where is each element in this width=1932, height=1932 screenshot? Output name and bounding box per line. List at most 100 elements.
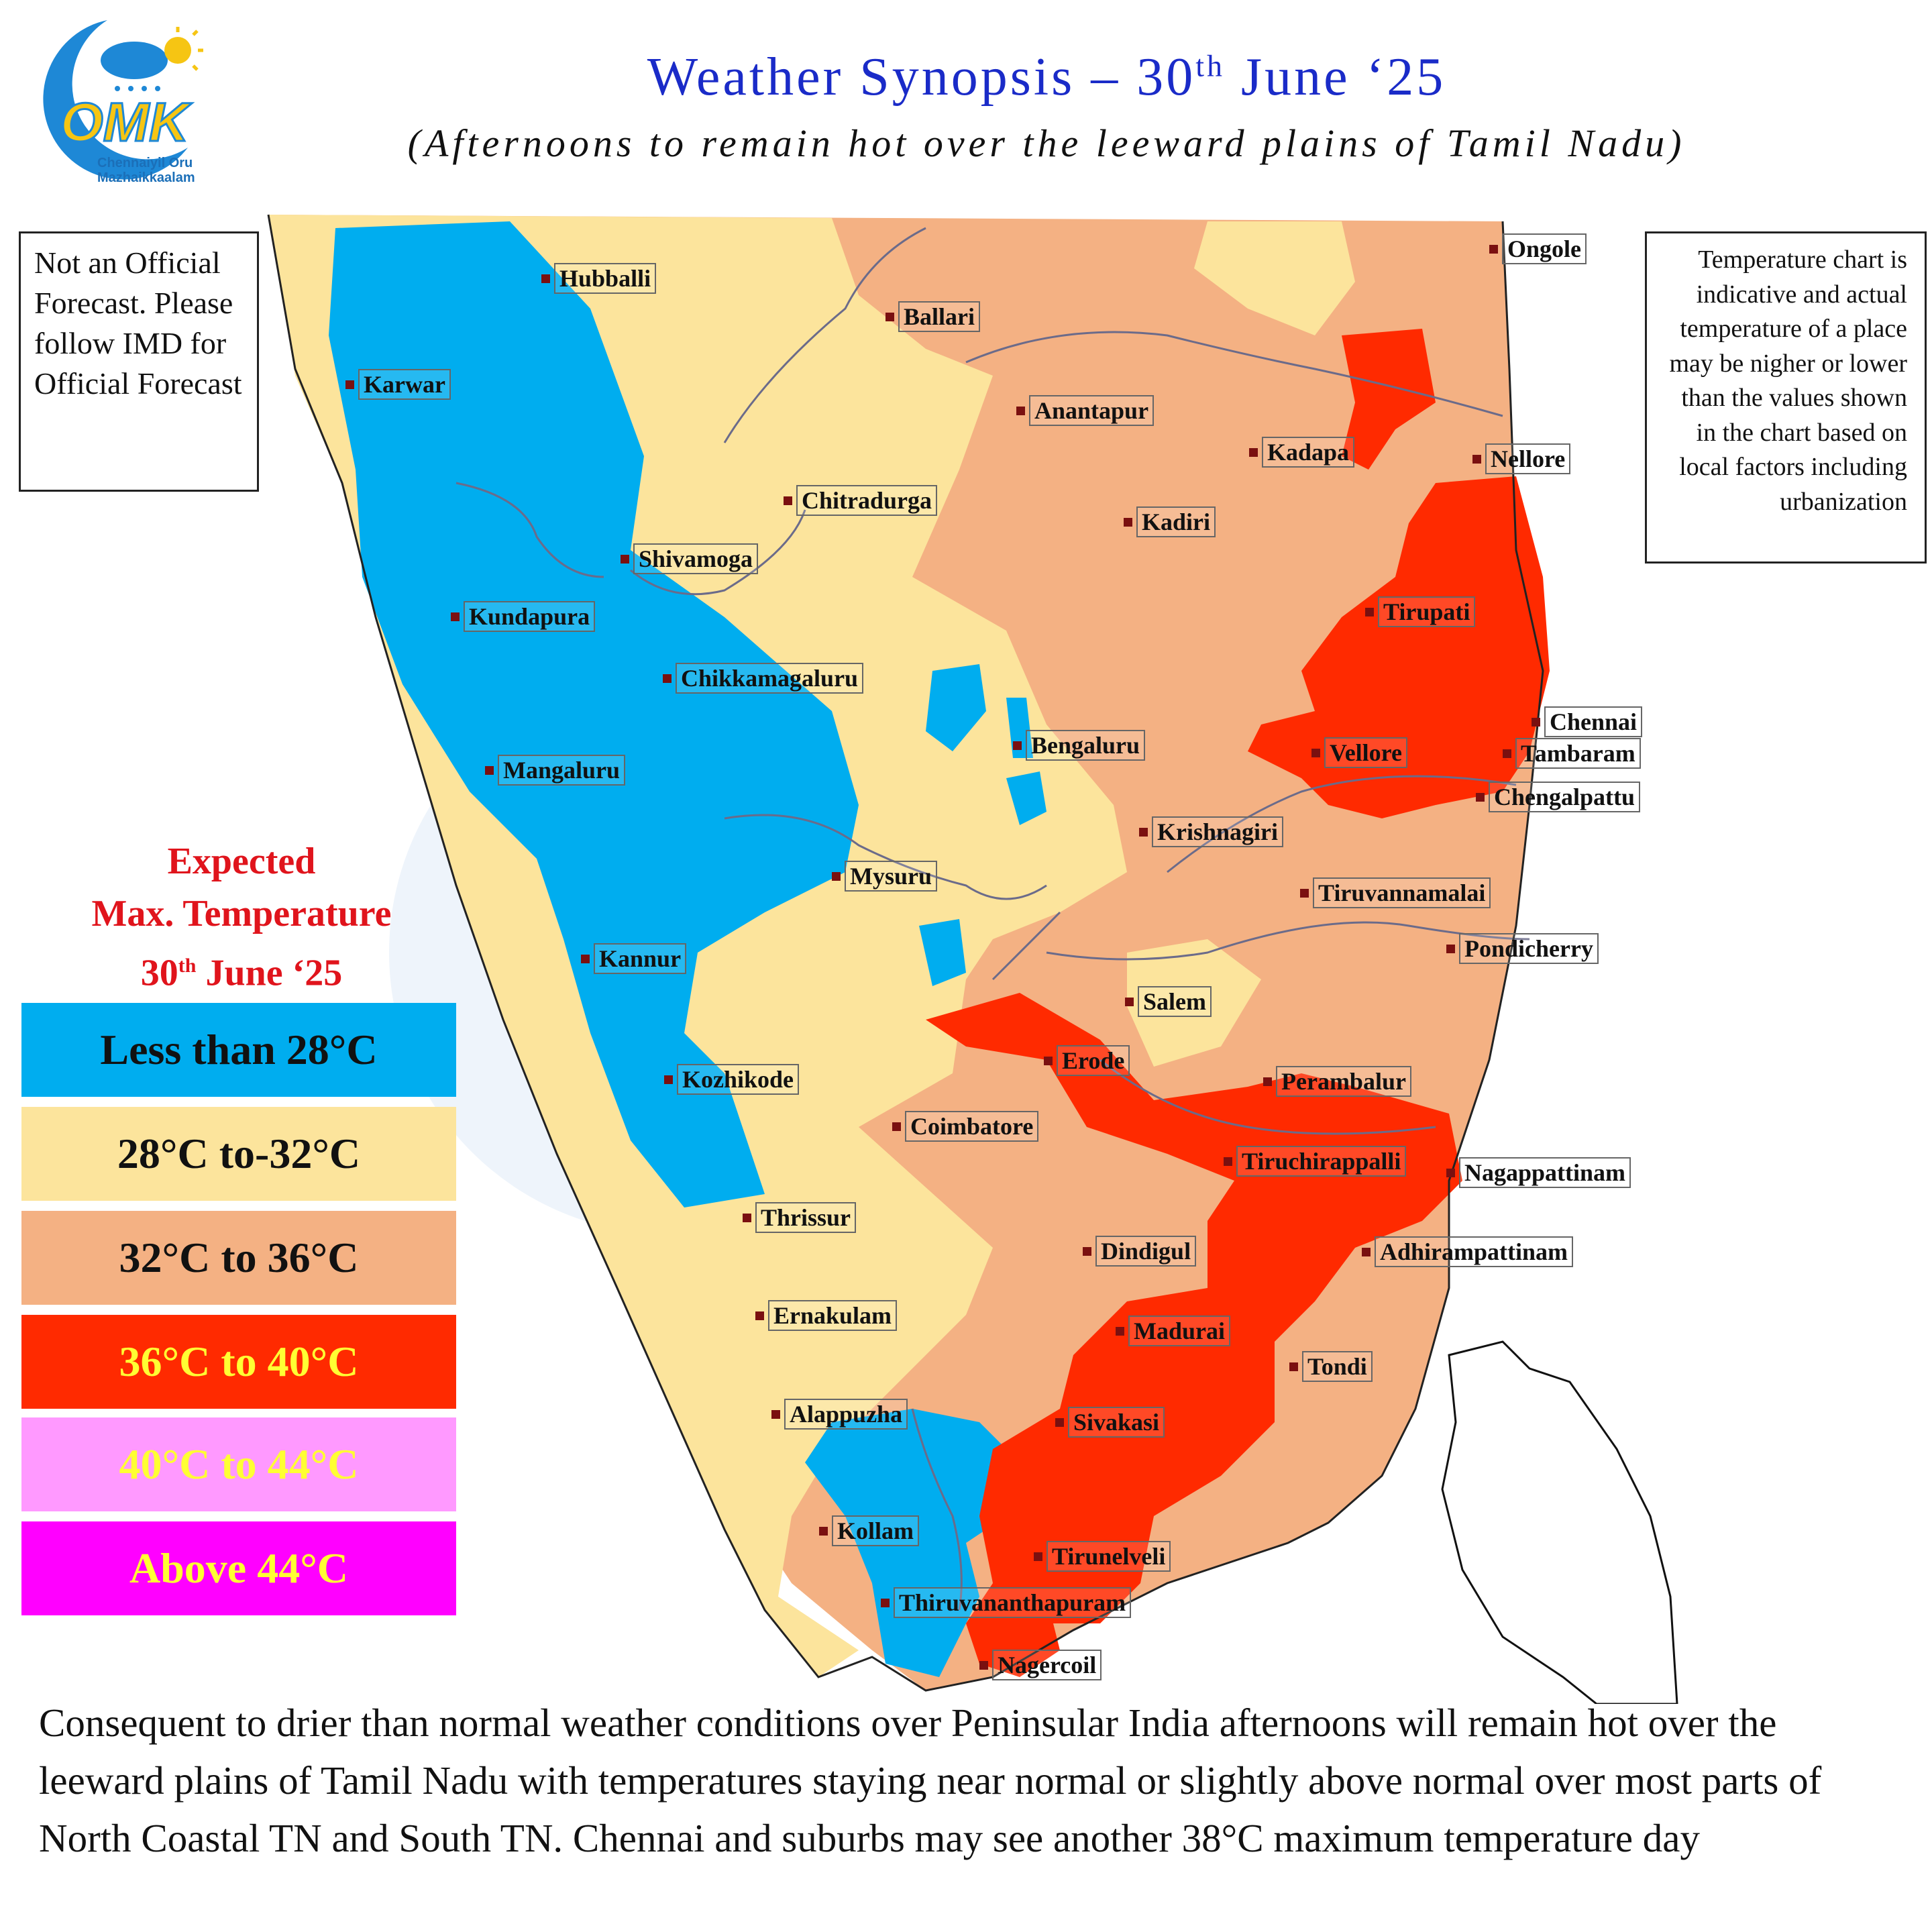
zone-below-28-west [329, 221, 859, 1208]
city-marker [1362, 1247, 1371, 1256]
city-marker [581, 954, 590, 963]
zone-below-28-patch3 [1006, 771, 1046, 825]
city-madurai: Madurai [1116, 1316, 1231, 1346]
city-marker [1311, 748, 1320, 757]
city-label: Mangaluru [498, 755, 626, 786]
city-kadapa: Kadapa [1249, 437, 1355, 468]
city-chikkamagaluru: Chikkamagaluru [663, 663, 864, 694]
zone-36-40-southtip [966, 1583, 1060, 1677]
city-label: Tiruvannamalai [1313, 877, 1491, 908]
rivers [455, 227, 1530, 1611]
city-marker [743, 1213, 751, 1222]
city-label: Kadiri [1136, 506, 1216, 537]
city-marker [663, 674, 672, 683]
city-marker [1503, 749, 1511, 758]
city-label: Kollam [832, 1515, 919, 1546]
city-marker [881, 1598, 890, 1607]
city-ongole: Ongole [1489, 233, 1587, 264]
city-label: Kannur [594, 943, 687, 974]
city-sivakasi: Sivakasi [1055, 1407, 1165, 1438]
city-marker [784, 496, 792, 505]
zone-below-28-south [805, 1409, 1026, 1677]
city-marker [345, 380, 354, 389]
city-adhirampattinam: Adhirampattinam [1362, 1236, 1574, 1267]
city-label: Madurai [1128, 1316, 1231, 1346]
city-label: Mysuru [845, 861, 938, 892]
city-marker [1044, 1056, 1053, 1065]
city-label: Thrissur [755, 1202, 857, 1233]
city-label: Adhirampattinam [1375, 1236, 1574, 1267]
city-nagappattinam: Nagappattinam [1446, 1157, 1631, 1188]
city-thiruvananthapuram: Thiruvananthapuram [881, 1587, 1132, 1618]
city-label: Chengalpattu [1489, 782, 1641, 812]
city-label: Tambaram [1515, 738, 1641, 769]
city-marker [1472, 454, 1481, 464]
city-kadiri: Kadiri [1124, 506, 1216, 537]
city-dindigul: Dindigul [1083, 1236, 1197, 1267]
city-nagercoil: Nagercoil [979, 1650, 1102, 1680]
zone-36-40-south [926, 993, 1462, 1623]
page-subtitle: (Afternoons to remain hot over the leewa… [407, 121, 1686, 165]
city-label: Krishnagiri [1152, 816, 1284, 847]
city-label: Tondi [1302, 1351, 1373, 1382]
city-nellore: Nellore [1472, 443, 1571, 474]
city-label: Nagappattinam [1459, 1157, 1631, 1188]
logo-graphic: OMK [43, 20, 203, 180]
city-label: Karwar [358, 369, 451, 400]
city-salem: Salem [1125, 986, 1212, 1017]
city-label: Kozhikode [677, 1064, 800, 1095]
legend-item-32-36: 32°C to 36°C [21, 1211, 456, 1305]
city-marker [1034, 1552, 1042, 1561]
city-marker [1016, 406, 1025, 415]
city-karwar: Karwar [345, 369, 451, 400]
city-krishnagiri: Krishnagiri [1139, 816, 1284, 847]
city-marker [1083, 1246, 1091, 1256]
legend-date-day: 30 [140, 952, 178, 994]
city-anantapur: Anantapur [1016, 395, 1155, 426]
forecast-summary: Consequent to drier than normal weather … [39, 1701, 1822, 1860]
city-label: Ongole [1502, 233, 1587, 264]
legend-title: Expected Max. Temperature 30th June ‘25 [20, 835, 463, 1000]
city-marker [1300, 888, 1309, 898]
city-kollam: Kollam [819, 1515, 919, 1546]
city-label: Thiruvananthapuram [894, 1587, 1132, 1618]
city-marker [1055, 1417, 1064, 1427]
city-label: Nellore [1485, 443, 1571, 474]
legend-item-above-44: Above 44°C [21, 1521, 456, 1615]
city-marker [979, 1660, 988, 1670]
city-marker [885, 312, 894, 321]
city-label: Tirunelveli [1046, 1541, 1171, 1572]
city-mangaluru: Mangaluru [485, 755, 626, 786]
city-pondicherry: Pondicherry [1446, 933, 1599, 964]
omk-logo: OMK Chennaiyil Oru Mazhaikkaalam [7, 13, 208, 188]
logo-line1: Chennaiyil Oru [97, 156, 193, 170]
city-marker [819, 1526, 828, 1536]
city-kannur: Kannur [581, 943, 687, 974]
zone-36-40-northeast [1248, 476, 1550, 818]
city-marker [1124, 517, 1132, 527]
city-marker [541, 274, 550, 283]
city-coimbatore: Coimbatore [892, 1111, 1039, 1142]
city-marker [892, 1122, 901, 1131]
city-marker [1532, 717, 1540, 727]
legend-date-rest: June ‘25 [196, 952, 343, 994]
zone-below-28-patch4 [919, 919, 966, 986]
city-marker [771, 1409, 780, 1419]
city-label: Dindigul [1095, 1236, 1197, 1267]
city-alappuzha: Alappuzha [771, 1399, 908, 1430]
city-label: Pondicherry [1459, 933, 1599, 964]
legend-item-below-28: Less than 28°C [21, 1003, 456, 1097]
city-marker [1139, 827, 1148, 837]
city-chengalpattu: Chengalpattu [1476, 782, 1641, 812]
city-label: Hubballi [554, 263, 657, 294]
legend-item-36-40: 36°C to 40°C [21, 1315, 456, 1409]
city-erode: Erode [1044, 1045, 1130, 1076]
legend-title-line1: Expected [167, 841, 316, 882]
city-label: Perambalur [1276, 1066, 1411, 1097]
city-label: Bengaluru [1026, 730, 1146, 761]
city-label: Tirupati [1378, 596, 1476, 627]
title-end: June ‘25 [1224, 48, 1446, 107]
city-label: Coimbatore [905, 1111, 1039, 1142]
city-tirupati: Tirupati [1365, 596, 1476, 627]
city-label: Shivamoga [633, 543, 759, 574]
